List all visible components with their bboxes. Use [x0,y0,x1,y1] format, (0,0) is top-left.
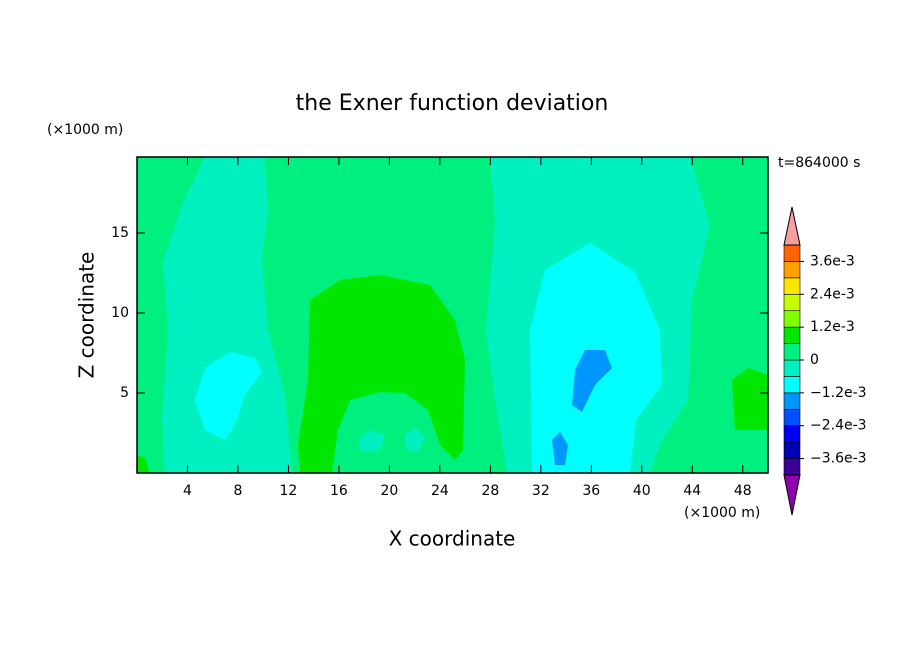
colorbar-bin [783,244,801,262]
x-tick-label: 8 [233,483,242,499]
contour-region [358,430,385,452]
colorbar-bin [783,261,801,279]
colorbar-tick-label: −1.2e-3 [810,385,867,401]
colorbar-over [783,206,801,246]
colorbar-tick-label: 0 [810,352,819,368]
x-tick-label: 40 [633,483,651,499]
colorbar-bin [783,343,801,361]
y-axis-label: Z coordinate [75,252,99,379]
contour-region [195,352,262,440]
colorbar-tick-label: −2.4e-3 [810,418,867,434]
x-tick-label: 16 [330,483,348,499]
y-tick-label: 15 [111,225,129,241]
contour-region [162,157,292,473]
contour-region [298,275,465,473]
x-unit: (×1000 m) [684,505,760,521]
colorbar-tick-label: −3.6e-3 [810,451,867,467]
colorbar-tick-label: 2.4e-3 [810,286,855,302]
colorbar-bin [783,376,801,394]
colorbar-bin [783,458,801,476]
y-tick-label: 5 [120,385,129,401]
y-tick-label: 10 [111,305,129,321]
colorbar-bin [783,359,801,377]
contour-region [405,427,425,452]
colorbar-bin [783,326,801,344]
x-tick-label: 24 [431,483,449,499]
x-tick-label: 48 [734,483,752,499]
plot-frame [136,156,769,474]
x-tick-label: 28 [481,483,499,499]
colorbar-under [783,474,801,516]
contour-region [137,455,150,473]
x-tick-label: 36 [582,483,600,499]
x-tick-label: 12 [280,483,298,499]
x-tick-label: 32 [532,483,550,499]
contour-region [552,432,568,465]
colorbar-bin [783,425,801,443]
colorbar-tick-label: 1.2e-3 [810,319,855,335]
x-tick-label: 20 [380,483,398,499]
contour-field [137,157,768,473]
colorbar-bin [783,293,801,312]
colorbar-bin [783,277,801,295]
x-axis-label: X coordinate [389,527,516,551]
contour-region [732,368,768,430]
time-label: t=864000 s [778,155,860,171]
y-unit: (×1000 m) [47,122,123,138]
x-tick-label: 44 [683,483,701,499]
colorbar-bin [783,392,801,410]
colorbar-bin [783,310,801,328]
chart-title: the Exner function deviation [296,91,609,116]
colorbar-tick-label: 3.6e-3 [810,253,855,269]
colorbar-bin [783,408,801,427]
x-tick-label: 4 [183,483,192,499]
colorbar-bin [783,441,801,459]
contour-region [572,350,612,412]
